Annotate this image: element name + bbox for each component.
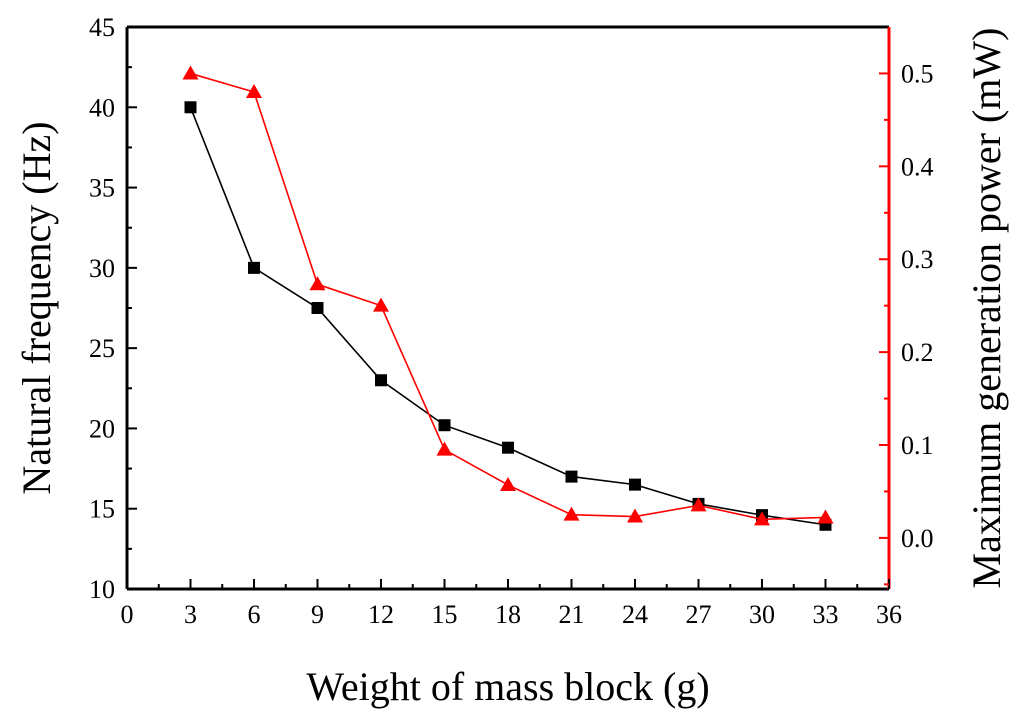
x-tick-label: 6 xyxy=(248,600,261,629)
x-tick-label: 12 xyxy=(368,600,394,629)
x-tick-label: 24 xyxy=(622,600,648,629)
maximum-generation-power-point xyxy=(436,441,453,456)
maximum-generation-power-point xyxy=(563,506,580,521)
y-left-tick-label: 35 xyxy=(89,174,115,203)
natural-frequency-point xyxy=(629,478,641,491)
natural-frequency-point xyxy=(438,419,451,432)
x-tick-label: 33 xyxy=(813,600,839,629)
natural-frequency-point xyxy=(311,302,324,314)
maximum-generation-power-point xyxy=(309,276,326,291)
natural-frequency-point xyxy=(184,101,197,114)
x-tick-label: 3 xyxy=(184,600,197,629)
y-right-tick-label: 0.1 xyxy=(901,431,934,460)
y-left-tick-label: 25 xyxy=(89,334,115,363)
x-tick-label: 27 xyxy=(686,600,712,629)
y-left-tick-label: 10 xyxy=(89,575,115,604)
maximum-generation-power-point xyxy=(690,497,707,512)
y-right-axis-title: Maximum generation power (mW) xyxy=(964,28,1009,589)
x-tick-label: 36 xyxy=(876,600,902,629)
natural-frequency-point xyxy=(502,441,514,454)
maximum-generation-power-point xyxy=(500,476,516,491)
x-tick-label: 0 xyxy=(121,600,134,629)
x-tick-label: 21 xyxy=(559,600,585,629)
maximum-generation-power-point xyxy=(246,84,262,99)
y-right-tick-label: 0.5 xyxy=(901,59,934,88)
maximum-generation-power-point xyxy=(182,65,199,80)
maximum-generation-power-point xyxy=(373,297,389,312)
x-tick-label: 9 xyxy=(311,600,324,629)
y-right-tick-label: 0.0 xyxy=(901,524,934,553)
maximum-generation-power-point xyxy=(754,511,770,526)
maximum-generation-power-point xyxy=(627,508,643,523)
y-left-axis-title: Natural frequency (Hz) xyxy=(14,121,59,494)
x-tick-label: 15 xyxy=(432,600,458,629)
x-axis-title: Weight of mass block (g) xyxy=(306,664,709,709)
natural-frequency-point xyxy=(375,374,387,387)
y-left-tick-label: 15 xyxy=(89,495,115,524)
y-left-tick-label: 30 xyxy=(89,254,115,283)
natural-frequency-point xyxy=(248,261,260,274)
y-right-tick-label: 0.2 xyxy=(901,338,934,367)
y-left-tick-label: 20 xyxy=(89,414,115,443)
x-tick-label: 30 xyxy=(749,600,775,629)
natural-frequency-point xyxy=(565,470,578,483)
y-right-tick-label: 0.3 xyxy=(901,245,934,274)
plot-area xyxy=(127,27,889,589)
maximum-generation-power-point xyxy=(817,509,834,524)
y-left-tick-label: 45 xyxy=(89,13,115,42)
y-left-tick-label: 40 xyxy=(89,93,115,122)
y-right-tick-label: 0.4 xyxy=(901,152,934,181)
x-tick-label: 18 xyxy=(495,600,521,629)
